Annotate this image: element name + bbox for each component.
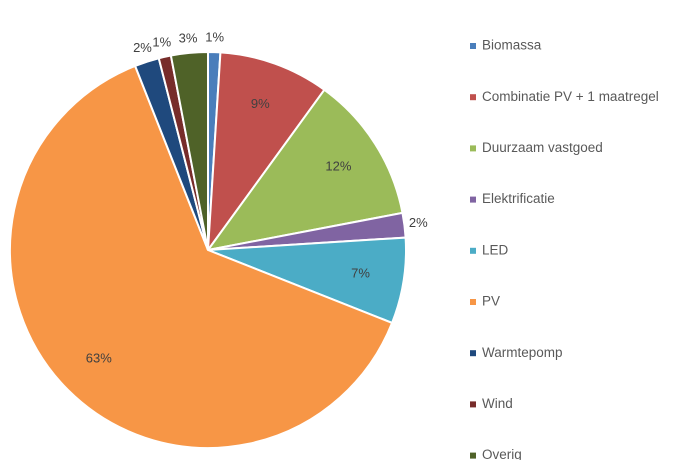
legend-label: Biomassa — [482, 38, 542, 53]
data-label: 2% — [133, 40, 152, 55]
legend-label: LED — [482, 242, 509, 257]
legend-marker — [470, 145, 476, 152]
legend-label: Overig — [482, 447, 522, 460]
data-label: 1% — [152, 35, 171, 50]
pie-slice — [205, 88, 404, 252]
pie-slice — [169, 50, 209, 251]
legend-marker — [470, 299, 476, 305]
data-label: 3% — [179, 30, 198, 45]
data-label: 12% — [325, 159, 351, 174]
legend-label: Warmtepomp — [482, 345, 563, 360]
legend-label: PV — [482, 294, 500, 309]
data-label: 7% — [351, 266, 370, 281]
legend-marker — [470, 247, 476, 254]
legend-marker — [470, 43, 476, 49]
data-label: 2% — [409, 215, 428, 230]
legend-marker — [470, 350, 476, 357]
legend-label: Duurzaam vastgoed — [482, 140, 603, 155]
data-label: 1% — [205, 30, 224, 45]
legend-marker — [470, 452, 476, 459]
data-label: 63% — [86, 351, 112, 366]
legend-marker — [470, 94, 476, 101]
pie-slice — [206, 51, 326, 254]
pie-slice — [9, 64, 394, 449]
data-label: 9% — [251, 96, 270, 111]
legend-marker — [470, 401, 476, 408]
legend-label: Wind — [482, 396, 513, 411]
legend-marker — [470, 196, 476, 203]
legend-label: Combinatie PV + 1 maatregel — [482, 89, 659, 104]
legend-label: Elektrificatie — [482, 191, 555, 206]
